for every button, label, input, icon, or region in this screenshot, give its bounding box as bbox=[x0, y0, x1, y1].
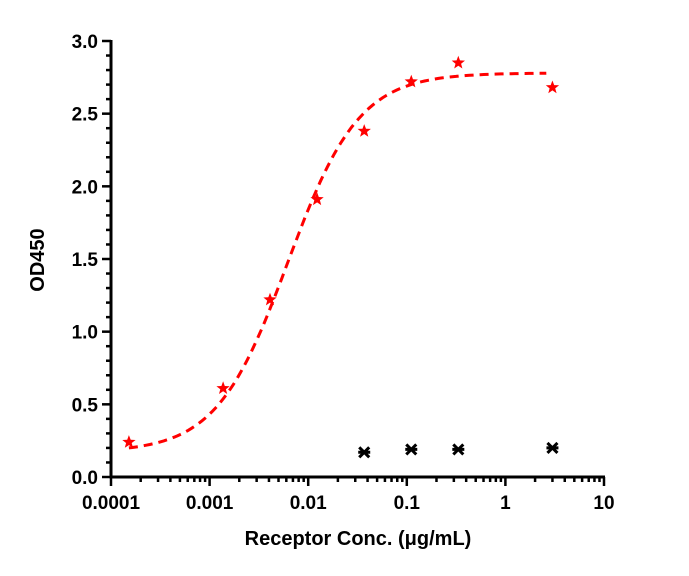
y-tick-label: 1.5 bbox=[72, 250, 99, 271]
x-tick-label: 0.0001 bbox=[82, 493, 141, 514]
data-point-star bbox=[545, 80, 560, 94]
y-tick-label: 0.0 bbox=[72, 468, 98, 489]
x-tick-label: 10 bbox=[593, 493, 614, 514]
data-point-star bbox=[404, 74, 418, 88]
data-point-star bbox=[451, 55, 465, 69]
y-tick-label: 0.5 bbox=[72, 395, 99, 416]
data-point-x bbox=[546, 441, 559, 454]
y-tick-label: 1.0 bbox=[72, 323, 98, 344]
y-tick-label: 2.5 bbox=[72, 105, 99, 126]
plot-area bbox=[122, 55, 560, 459]
data-point-star bbox=[263, 292, 277, 306]
data-point-x bbox=[358, 446, 371, 459]
axes: 0.0 0.5 1.0 1.5 2.0 2.5 3.0 0.0001 0.001 0.01 0.1 1… bbox=[72, 32, 615, 514]
y-tick-label: 2.0 bbox=[72, 177, 98, 198]
x-tick-label: 1 bbox=[500, 493, 511, 514]
data-point-star bbox=[122, 435, 136, 448]
data-point-x bbox=[405, 443, 418, 456]
data-point-x bbox=[452, 443, 465, 456]
data-point-star bbox=[310, 192, 324, 206]
y-tick-label: 3.0 bbox=[72, 32, 98, 53]
x-axis-label: Receptor Conc. (μg/mL) bbox=[245, 528, 472, 550]
data-point-star bbox=[216, 381, 230, 394]
y-axis-label: OD450 bbox=[27, 228, 49, 291]
x-tick-label: 0.1 bbox=[394, 493, 421, 514]
x-tick-label: 0.001 bbox=[186, 493, 234, 514]
x-tick-label: 0.01 bbox=[290, 493, 327, 514]
fit-curve bbox=[128, 71, 547, 450]
data-point-star bbox=[357, 124, 371, 137]
